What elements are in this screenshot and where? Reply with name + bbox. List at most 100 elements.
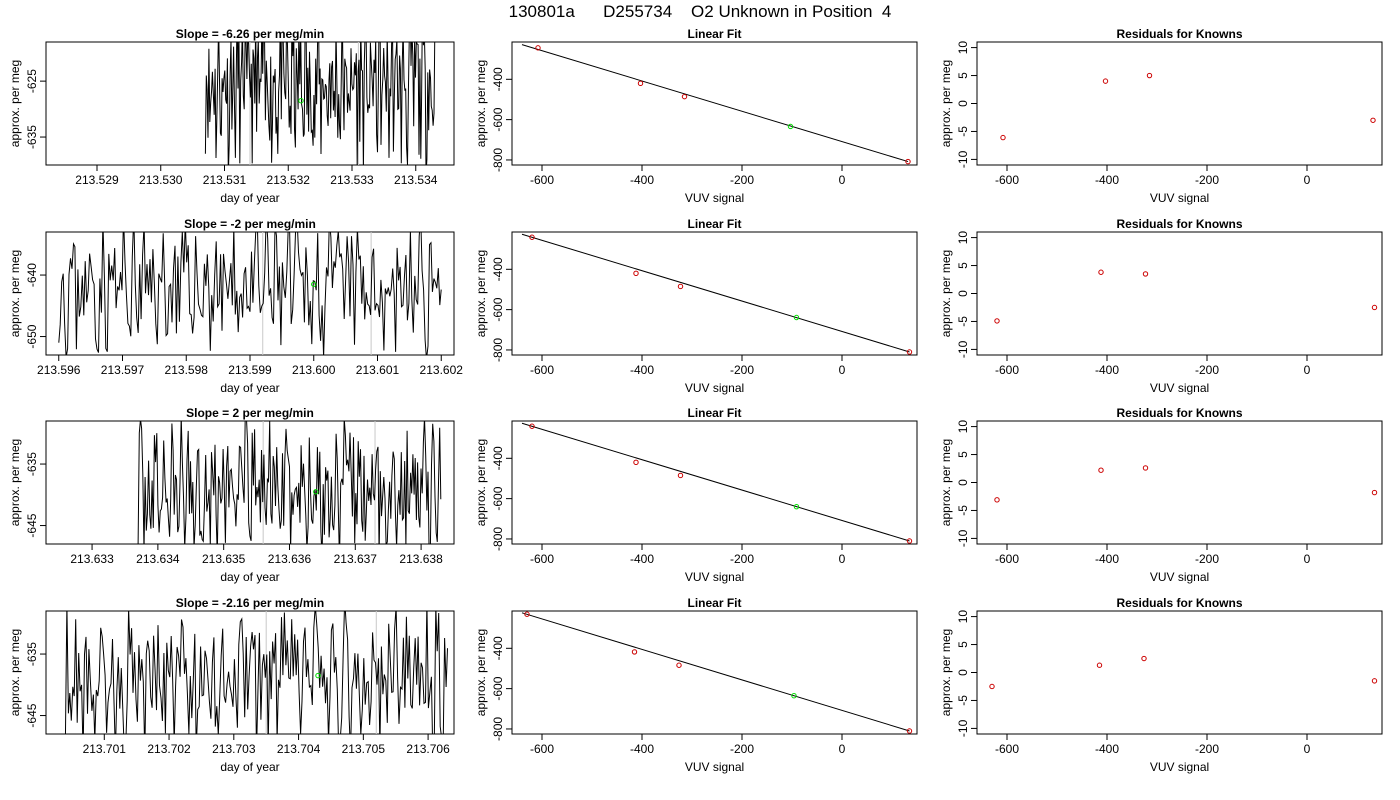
y-tick-label: 10: [956, 231, 970, 245]
x-tick-label: -200: [1195, 363, 1219, 377]
y-tick-label: -625: [25, 69, 39, 93]
x-tick-label: 213.706: [406, 742, 450, 756]
known-point: [633, 270, 639, 277]
plot-area: [994, 465, 1378, 503]
fit-line: [521, 422, 910, 542]
known-point: [524, 611, 530, 617]
chart-title: Residuals for Knowns: [1116, 596, 1242, 610]
y-axis-label: approx. per meg: [8, 60, 22, 147]
x-tick-label: -200: [1195, 742, 1219, 756]
x-tick-label: -200: [730, 742, 754, 756]
y-tick-label: -10: [956, 150, 970, 168]
residual-point: [1141, 655, 1147, 662]
x-tick-label: -600: [530, 552, 554, 566]
chart-panel-residuals-2: Residuals for Knowns -600 -400 -200 0 VUV sig…: [939, 217, 1383, 395]
plot-area: [994, 269, 1378, 324]
signal-trace: [64, 611, 448, 734]
y-tick-label: -10: [956, 340, 970, 358]
chart-panel-time-series-1: Slope = -6.26 per meg/min 213.529 213.530 2…: [8, 27, 455, 205]
x-tick-label: -600: [995, 552, 1019, 566]
x-tick-label: 213.703: [212, 742, 256, 756]
known-point: [905, 158, 911, 165]
y-tick-label: -600: [491, 107, 505, 131]
plot-frame: [511, 420, 918, 545]
signal-trace: [137, 421, 442, 544]
plot-area: [204, 42, 436, 165]
x-tick-label: -400: [630, 363, 654, 377]
known-point: [681, 93, 688, 100]
y-tick-label: 0: [956, 100, 970, 107]
x-axis-label: VUV signal: [1150, 760, 1209, 774]
x-tick-label: -400: [630, 552, 654, 566]
plot-area: [137, 421, 442, 544]
residual-point: [1098, 269, 1104, 275]
x-tick-label: -400: [1095, 173, 1119, 187]
x-axis-label: VUV signal: [1150, 191, 1209, 205]
x-tick-label: 213.638: [399, 552, 443, 566]
chart-title: Residuals for Knowns: [1116, 27, 1242, 41]
plot-frame: [45, 420, 455, 545]
y-tick-label: 5: [956, 262, 970, 269]
chart-panel-time-series-2: Slope = -2 per meg/min 213.596 213.597 213.…: [8, 217, 464, 395]
y-tick-label: -800: [491, 338, 505, 362]
y-tick-label: 0: [956, 479, 970, 486]
y-axis-label: approx. per meg: [939, 439, 953, 526]
plot-frame: [976, 420, 1383, 545]
y-axis-label: approx. per meg: [474, 250, 488, 337]
known-point: [676, 662, 682, 668]
y-tick-label: -650: [25, 324, 39, 348]
x-tick-label: 0: [839, 363, 846, 377]
x-tick-label: 0: [839, 552, 846, 566]
y-tick-label: -645: [25, 513, 39, 537]
unknown-point: [298, 98, 304, 104]
page-title: 130801a D255734 O2 Unknown in Position 4: [508, 2, 892, 21]
x-axis-label: VUV signal: [1150, 381, 1209, 395]
chart-title: Slope = -2.16 per meg/min: [176, 596, 324, 610]
unknown-point: [791, 692, 797, 699]
x-tick-label: 0: [1304, 742, 1311, 756]
x-tick-label: 0: [1304, 173, 1311, 187]
x-tick-label: 0: [839, 742, 846, 756]
chart-panel-linear-fit-1: Linear Fit -600 -400 -200 0 VUV signal -400 -60…: [474, 27, 918, 205]
known-point: [906, 728, 913, 734]
known-point: [633, 459, 639, 466]
known-point: [637, 80, 644, 87]
residual-point: [1000, 134, 1006, 141]
x-tick-label: 213.701: [83, 742, 127, 756]
x-tick-label: -600: [530, 363, 554, 377]
residual-point: [1142, 271, 1149, 277]
x-tick-label: 213.532: [267, 173, 311, 187]
y-tick-label: 10: [956, 420, 970, 434]
y-axis-label: approx. per meg: [939, 60, 953, 147]
fit-line: [521, 44, 909, 163]
chart-panel-residuals-1: Residuals for Knowns -600 -400 -200 0 VUV sig…: [939, 27, 1383, 205]
residual-point: [989, 683, 995, 690]
x-tick-label: -400: [1095, 363, 1119, 377]
x-tick-label: 213.634: [136, 552, 180, 566]
unknown-point: [315, 672, 321, 679]
plot-frame: [511, 41, 918, 166]
x-axis-label: day of year: [220, 381, 279, 395]
known-point: [529, 423, 535, 429]
y-tick-label: -635: [25, 452, 39, 476]
y-tick-label: -635: [25, 125, 39, 149]
chart-title: Residuals for Knowns: [1116, 217, 1242, 231]
chart-title: Slope = -2 per meg/min: [184, 217, 316, 231]
x-tick-label: 213.529: [75, 173, 119, 187]
x-tick-label: -200: [730, 173, 754, 187]
chart-title: Residuals for Knowns: [1116, 406, 1242, 420]
y-axis-label: approx. per meg: [474, 439, 488, 526]
y-axis-label: approx. per meg: [8, 629, 22, 716]
y-tick-label: -5: [956, 316, 970, 327]
x-tick-label: 213.601: [356, 363, 400, 377]
y-tick-label: -640: [25, 263, 39, 287]
x-axis-label: day of year: [220, 570, 279, 584]
plot-area: [64, 611, 448, 734]
y-tick-label: -600: [491, 486, 505, 510]
y-tick-label: 5: [956, 72, 970, 79]
residual-point: [1371, 678, 1378, 684]
x-tick-label: 0: [1304, 552, 1311, 566]
y-tick-label: -645: [25, 703, 39, 727]
x-tick-label: 213.602: [420, 363, 464, 377]
x-tick-label: -200: [730, 552, 754, 566]
